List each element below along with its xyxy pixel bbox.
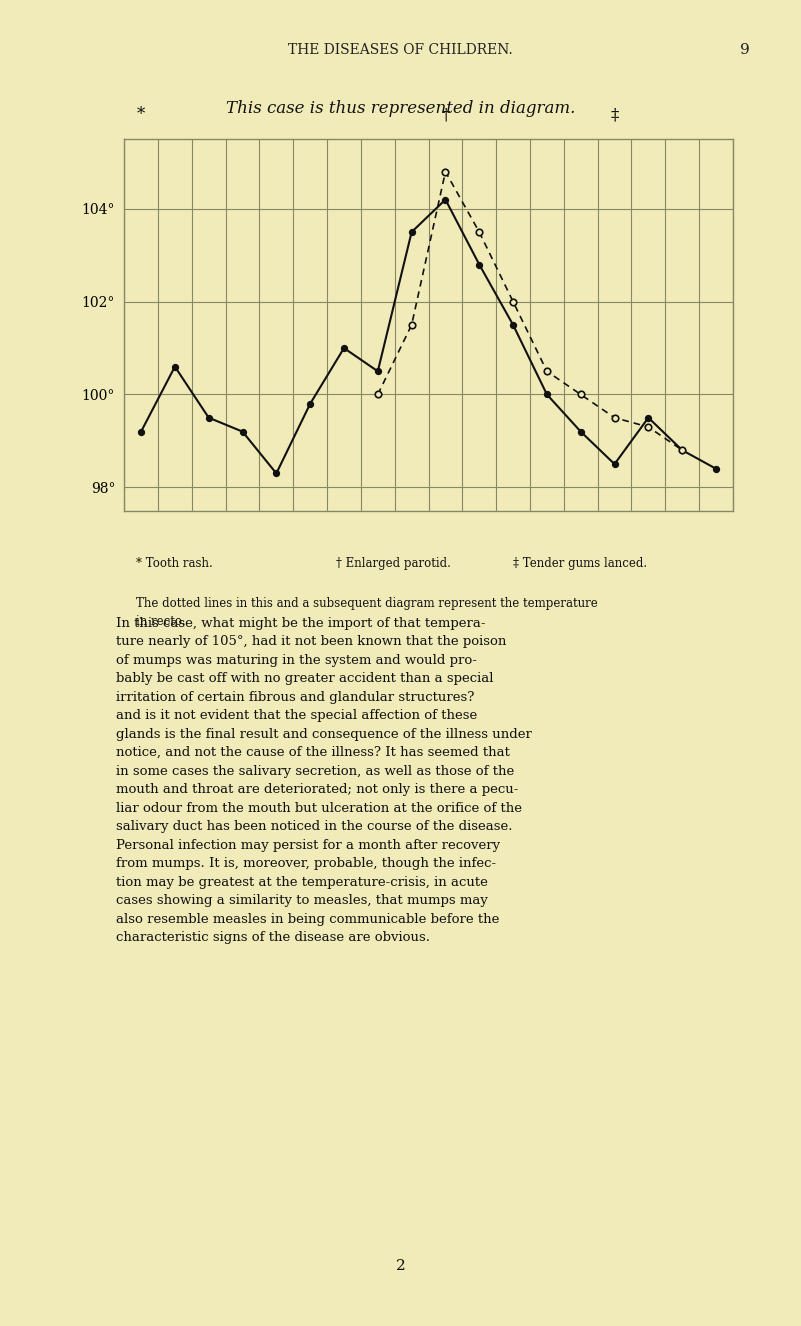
Point [676,440,689,461]
Point [270,463,283,484]
Point [642,407,654,428]
Point [541,361,553,382]
Point [439,190,452,211]
Text: †: † [441,106,449,123]
Text: 9: 9 [740,44,750,57]
Text: *: * [137,106,145,123]
Point [168,357,181,378]
Point [541,383,553,404]
Text: ‡: ‡ [610,106,618,123]
Text: ‡ Tender gums lanced.: ‡ Tender gums lanced. [513,557,646,570]
Point [507,290,520,312]
Point [608,453,621,475]
Point [608,407,621,428]
Point [405,221,418,243]
Point [642,416,654,438]
Text: THE DISEASES OF CHILDREN.: THE DISEASES OF CHILDREN. [288,44,513,57]
Point [710,457,723,479]
Text: 2: 2 [396,1260,405,1273]
Text: The dotted lines in this and a subsequent diagram represent the temperature
in r: The dotted lines in this and a subsequen… [136,597,598,627]
Point [473,255,485,276]
Text: This case is thus represented in diagram.: This case is thus represented in diagram… [226,101,575,117]
Point [507,314,520,335]
Point [236,422,249,443]
Point [574,422,587,443]
Point [574,383,587,404]
Point [337,337,350,358]
Text: † Enlarged parotid.: † Enlarged parotid. [336,557,451,570]
Text: In this case, what might be the import of that tempera-
ture nearly of 105°, had: In this case, what might be the import o… [116,617,532,944]
Point [405,314,418,335]
Point [439,162,452,183]
Text: * Tooth rash.: * Tooth rash. [136,557,213,570]
Point [203,407,215,428]
Point [135,422,147,443]
Point [372,361,384,382]
Point [372,383,384,404]
Point [676,440,689,461]
Point [473,221,485,243]
Point [304,392,316,414]
